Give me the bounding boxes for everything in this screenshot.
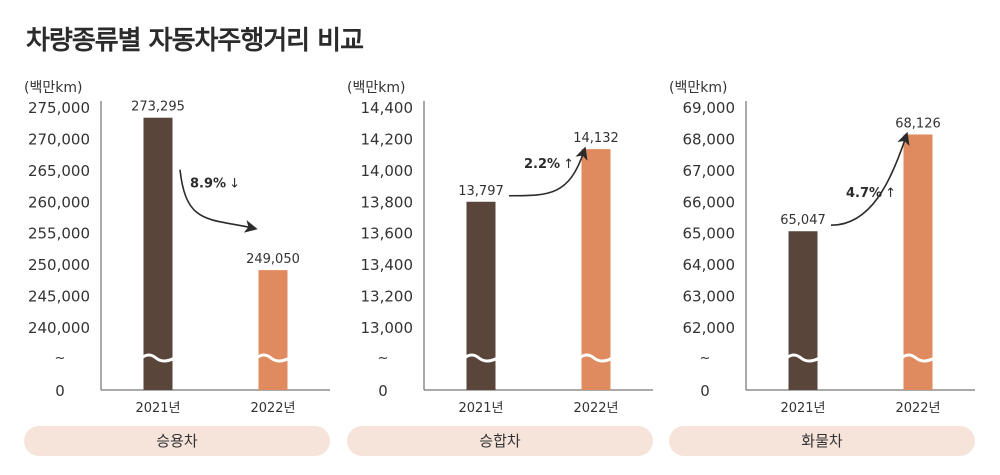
y-tick-label-0-6: 245,000: [28, 288, 90, 306]
y-tick-label-1-1: 14,200: [361, 130, 414, 148]
y-tick-label-1-7: 13,000: [361, 319, 414, 337]
zero-label-0: 0: [55, 382, 65, 400]
bar-break-0-0: [140, 353, 176, 363]
axis-break-label-2: ~: [700, 351, 711, 366]
bar-break-0-1: [255, 353, 291, 363]
unit-label-2: (백만km): [669, 80, 727, 96]
y-tick-label-0-2: 265,000: [28, 162, 90, 180]
change-label-2: 4.7% ↑: [846, 186, 896, 201]
bar-0-0: [143, 117, 173, 391]
y-tick-label-1-0: 14,400: [361, 99, 414, 117]
y-tick-label-0-5: 250,000: [28, 256, 90, 274]
y-tick-label-1-4: 13,600: [361, 225, 414, 243]
y-tick-label-0-0: 275,000: [28, 99, 90, 117]
y-tick-label-2-1: 68,000: [683, 130, 736, 148]
bar-break-2-0: [785, 353, 821, 363]
panel-label-passenger: 승용차: [24, 426, 330, 456]
change-direction-0: ↓: [229, 177, 240, 192]
y-tick-label-2-2: 67,000: [683, 162, 736, 180]
change-arrow-0: [179, 169, 258, 233]
y-tick-label-0-7: 240,000: [28, 319, 90, 337]
change-arrow-1: [508, 146, 588, 197]
panel-label-van: 승합차: [347, 426, 653, 456]
y-tick-label-2-5: 64,000: [683, 256, 736, 274]
change-arrow-2: [830, 131, 910, 227]
bar-break-1-1: [578, 353, 614, 363]
bar-0-1: [258, 270, 288, 390]
bar-1-1: [581, 149, 611, 390]
change-percent-1: 2.2%: [524, 157, 560, 172]
y-tick-label-2-4: 65,000: [683, 225, 736, 243]
axis-break-label-0: ~: [55, 351, 66, 366]
figure-title: 차량종류별 자동차주행거리 비교: [26, 26, 364, 56]
change-label-0: 8.9% ↓: [190, 177, 240, 192]
bar-break-1-0: [463, 353, 499, 363]
y-tick-label-1-5: 13,400: [361, 256, 414, 274]
y-tick-label-0-4: 255,000: [28, 225, 90, 243]
y-tick-label-2-7: 62,000: [683, 319, 736, 337]
bar-break-2-1: [900, 353, 936, 363]
category-label-2-0: 2021년: [780, 401, 825, 416]
change-percent-0: 8.9%: [190, 177, 226, 192]
value-label-0-1: 249,050: [246, 252, 300, 267]
category-label-2-1: 2022년: [895, 401, 940, 416]
value-label-1-0: 13,797: [458, 184, 504, 199]
value-label-0-0: 273,295: [131, 100, 185, 115]
category-label-1-0: 2021년: [458, 401, 503, 416]
unit-label-1: (백만km): [347, 80, 405, 96]
y-tick-label-1-6: 13,200: [361, 288, 414, 306]
value-label-1-1: 14,132: [573, 131, 619, 146]
category-label-0-0: 2021년: [135, 401, 180, 416]
change-percent-2: 4.7%: [846, 186, 882, 201]
panel-label-truck: 화물차: [669, 426, 975, 456]
y-tick-label-2-3: 66,000: [683, 193, 736, 211]
bar-2-0: [788, 231, 818, 390]
unit-label-0: (백만km): [24, 80, 82, 96]
y-tick-label-0-3: 260,000: [28, 193, 90, 211]
bar-2-1: [903, 134, 933, 390]
change-label-1: 2.2% ↑: [524, 157, 574, 172]
y-tick-label-2-6: 63,000: [683, 288, 736, 306]
value-label-2-0: 65,047: [780, 213, 826, 228]
value-label-2-1: 68,126: [895, 116, 941, 131]
change-direction-1: ↑: [563, 157, 574, 172]
zero-label-2: 0: [700, 382, 710, 400]
y-tick-label-1-2: 14,000: [361, 162, 414, 180]
y-tick-label-1-3: 13,800: [361, 193, 414, 211]
zero-label-1: 0: [378, 382, 388, 400]
category-label-1-1: 2022년: [573, 401, 618, 416]
y-tick-label-2-0: 69,000: [683, 99, 736, 117]
category-label-0-1: 2022년: [250, 401, 295, 416]
axis-break-label-1: ~: [378, 351, 389, 366]
change-direction-2: ↑: [885, 186, 896, 201]
y-tick-label-0-1: 270,000: [28, 130, 90, 148]
